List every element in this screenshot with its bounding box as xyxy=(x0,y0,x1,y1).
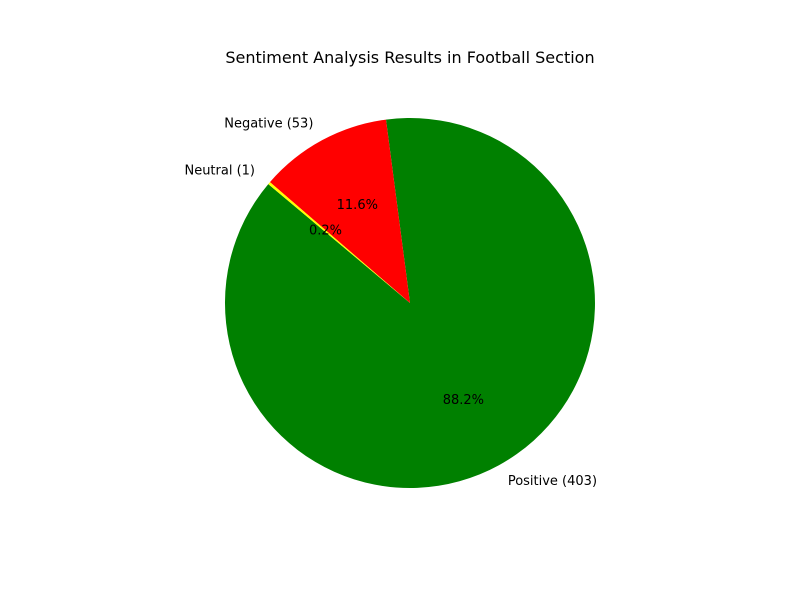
chart-title: Sentiment Analysis Results in Football S… xyxy=(225,48,594,67)
slice-percent-1: 11.6% xyxy=(337,198,378,213)
slice-percent-2: 0.2% xyxy=(309,224,342,239)
pie-labels: Positive (403) 88.2% Negative (53) 11.6% Neu… xyxy=(184,116,597,489)
slice-percent-0: 88.2% xyxy=(443,393,484,408)
pie-slices xyxy=(224,118,595,489)
pie-slice-0 xyxy=(224,118,595,489)
slice-label-2: Neutral (1) xyxy=(184,164,255,179)
pie-slice-2 xyxy=(268,182,410,303)
slice-label-0: Positive (403) xyxy=(508,474,597,489)
pie-slice-1 xyxy=(269,119,410,303)
slice-label-1: Negative (53) xyxy=(224,116,313,131)
